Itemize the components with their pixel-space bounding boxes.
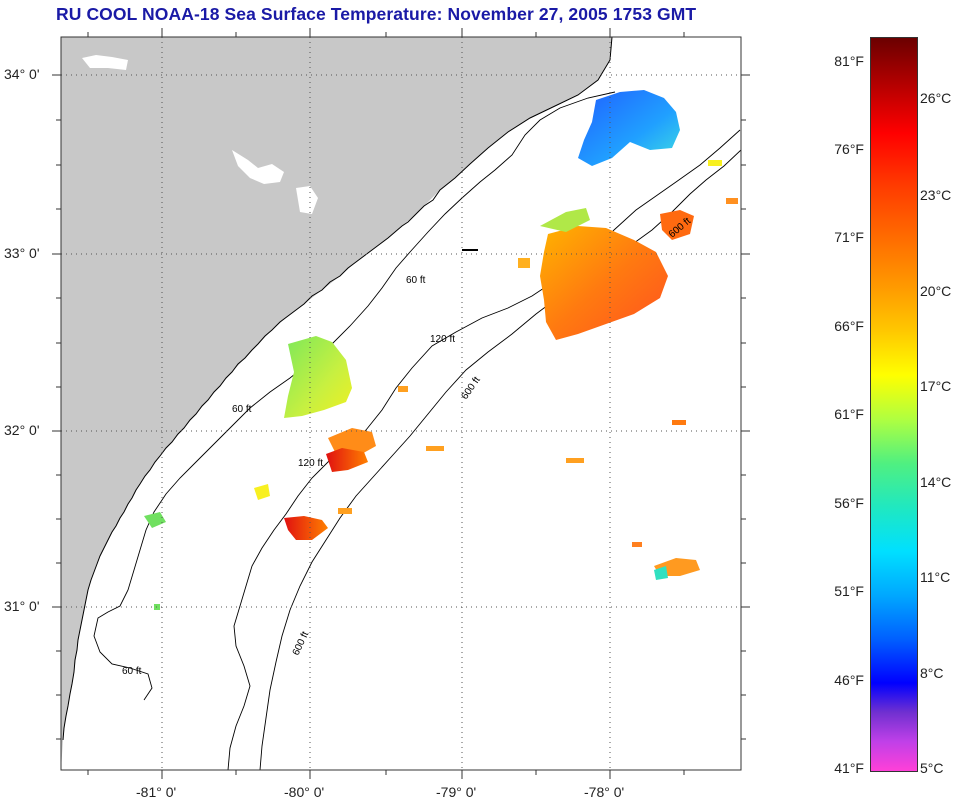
sst-speck [566, 458, 584, 463]
isobath-600ft [259, 149, 741, 770]
inland-water [296, 186, 318, 214]
colorbar-fahrenheit-label: 51°F [834, 583, 864, 599]
colorbar-celsius-label: 17°C [920, 378, 952, 394]
map-frame [60, 36, 742, 771]
isobath-label-60ft: 60 ft [406, 275, 426, 286]
inland-water [232, 150, 284, 184]
latitude-label: 32° 0' [4, 422, 40, 438]
sst-speck [518, 258, 530, 268]
sst-patch-green-small [144, 512, 166, 528]
latitude-label: 31° 0' [4, 598, 40, 614]
map-title: RU COOL NOAA-18 Sea Surface Temperature:… [56, 4, 697, 24]
sst-patch-north-blue [578, 90, 680, 166]
graticule [61, 37, 741, 770]
longitude-label: -79° 0' [436, 784, 477, 800]
land-mass [61, 37, 612, 770]
colorbar-fahrenheit-label: 56°F [834, 495, 864, 511]
inland-water [82, 55, 128, 70]
colorbar-celsius-label: 20°C [920, 283, 952, 299]
colorbar-fahrenheit-label: 46°F [834, 672, 864, 688]
colorbar-fahrenheit-label: 61°F [834, 406, 864, 422]
sst-speck [426, 446, 444, 451]
coastline [62, 37, 613, 741]
colorbar-celsius-label: 11°C [920, 569, 951, 585]
sst-patch-yellow-small [254, 484, 270, 500]
latitude-label: 34° 0' [4, 66, 40, 82]
sst-speck [632, 542, 642, 547]
latitude-label: 33° 0' [4, 245, 40, 261]
sst-speck [708, 160, 722, 166]
sst-patch-cyan-speck [654, 566, 668, 580]
isobath-120ft [227, 129, 741, 770]
isobath-label-60ft: 60 ft [232, 404, 252, 415]
colorbar-fahrenheit-label: 71°F [834, 229, 864, 245]
colorbar-celsius-label: 5°C [920, 760, 944, 776]
longitude-label: -78° 0' [584, 784, 625, 800]
temperature-colorbar [870, 37, 918, 772]
colorbar-fahrenheit-label: 41°F [834, 760, 864, 776]
colorbar-celsius-label: 14°C [920, 474, 952, 490]
isobath-label-60ft: 60 ft [122, 666, 142, 677]
colorbar-fahrenheit-label: 76°F [834, 141, 864, 157]
sst-patch-red-small [326, 448, 368, 472]
longitude-label: -81° 0' [136, 784, 177, 800]
colorbar-celsius-label: 23°C [920, 187, 952, 203]
isobath-label-120ft: 120 ft [430, 334, 455, 345]
sst-patch-red-south [284, 516, 328, 540]
colorbar-celsius-label: 8°C [920, 665, 944, 681]
sst-speck [726, 198, 738, 204]
sst-speck [398, 386, 408, 392]
longitude-label: -80° 0' [284, 784, 325, 800]
isobath-label-120ft: 120 ft [298, 458, 323, 469]
isobath-60ft [93, 91, 616, 701]
sst-speck [672, 420, 686, 425]
sst-patch-yellow-green [284, 336, 352, 418]
colorbar-fahrenheit-label: 66°F [834, 318, 864, 334]
sst-speck [338, 508, 352, 514]
map-marker [462, 249, 478, 251]
sst-patch-green-north [540, 208, 590, 232]
sst-patch-orange-east [660, 210, 694, 240]
colorbar-fahrenheit-label: 81°F [834, 53, 864, 69]
colorbar-celsius-label: 26°C [920, 90, 952, 106]
axis-ticks [52, 28, 750, 779]
